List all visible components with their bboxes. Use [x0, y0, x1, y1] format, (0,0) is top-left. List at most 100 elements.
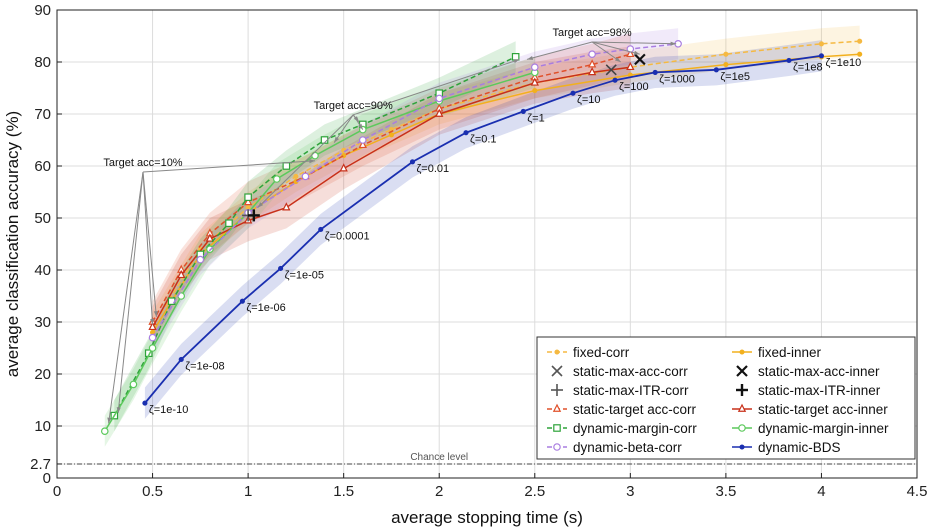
x-tick-label: 2.5: [524, 483, 545, 500]
bds-label-11: ζ=1e5: [720, 71, 750, 83]
series-line-6: [151, 43, 679, 338]
axes: 0 0.5 1 1.5 2 2.5 3 3.5 4 4.5 02.7 10 20 30 40 50 60 70 80…: [3, 2, 927, 527]
x-tick-label: 4.5: [907, 483, 928, 500]
legend-box: [536, 336, 916, 460]
bds-label-0: ζ=1e-10: [149, 404, 188, 416]
annotation-arrowhead-0-4: [309, 159, 315, 164]
band-4: [114, 41, 516, 432]
data-point-7-5: [409, 159, 416, 165]
legend-entry-1: fixed-inner: [732, 345, 822, 360]
annotation-arrow-2-2: [591, 41, 641, 55]
legend-label-4: static-max-ITR-corr: [573, 383, 689, 398]
data-point-1-11: [857, 51, 863, 57]
annotation-arrowhead-1-2: [357, 123, 363, 130]
y-axis-label: average classification accuracy (%): [3, 111, 22, 377]
legend-entry-10: dynamic-beta-corr: [547, 440, 682, 455]
x-tick-label: 1: [244, 483, 252, 500]
data-point-3-9: [626, 61, 635, 71]
annotation-arrow-1-4: [353, 58, 520, 116]
annotation-arrowhead-1-0: [257, 202, 264, 208]
band-6: [152, 28, 679, 354]
legend-swatch-marker-9: [738, 424, 746, 432]
y-tick-label: 70: [34, 106, 51, 123]
legend-label-2: static-max-acc-corr: [573, 364, 688, 379]
annotation-arrow-0-4: [142, 160, 316, 173]
legend-label-11: dynamic-BDS: [758, 440, 841, 455]
plot-frame: [56, 9, 918, 479]
legend-entry-0: fixed-corr: [547, 345, 630, 360]
bds-label-7: ζ=1: [527, 112, 544, 124]
legend-label-0: fixed-corr: [573, 345, 630, 360]
data-point-4-5: [244, 193, 252, 202]
data-point-0-9: [723, 51, 729, 57]
bds-label-13: ζ=1e10: [825, 57, 861, 69]
x-tick-label: 0.5: [142, 483, 163, 500]
target-annotations: Target acc=10% Target acc=90% Target acc=9…: [103, 27, 677, 424]
single-marker-0: [605, 64, 617, 76]
legend-entry-7: static-target acc-inner: [732, 402, 888, 417]
legend-swatch-marker-11: [739, 444, 745, 450]
data-point-6-0: [148, 333, 157, 342]
bds-label-10: ζ=1000: [659, 73, 695, 85]
bds-label-5: ζ=0.01: [416, 163, 449, 175]
bds-label-4: ζ=0.0001: [325, 230, 370, 242]
annotation-arrowhead-1-1: [334, 136, 339, 143]
x-tick-label: 1.5: [333, 483, 354, 500]
data-point-3-6: [435, 108, 444, 117]
series-line-0: [151, 40, 860, 328]
legend-label-10: dynamic-beta-corr: [573, 440, 682, 455]
data-point-3-5: [339, 163, 348, 172]
annotation-arrow-0-2: [142, 171, 154, 325]
annotation-label-2: Target acc=98%: [553, 27, 632, 39]
y-tick-label: 10: [34, 418, 51, 435]
legend-swatch-marker-10: [553, 443, 561, 451]
annotation-arrowhead-2-1: [614, 57, 621, 62]
series-line-3: [151, 66, 631, 328]
legend-label-1: fixed-inner: [758, 345, 822, 360]
annotation-arrow-1-0: [257, 114, 354, 208]
annotation-arrow-2-1: [591, 41, 622, 63]
data-point-6-5: [435, 94, 444, 103]
data-point-3-2: [205, 233, 215, 242]
annotation-arrowhead-0-0: [107, 417, 112, 424]
data-point-3-8: [587, 67, 597, 76]
data-point-1-5: [388, 132, 395, 138]
data-point-1-9: [723, 62, 729, 68]
data-point-1-0: [149, 329, 156, 335]
data-point-5-1: [129, 380, 138, 389]
legend-swatch-marker-4: [551, 384, 563, 396]
data-point-4-10: [511, 52, 520, 61]
legend-label-3: static-max-acc-inner: [758, 364, 880, 379]
y-tick-label: 80: [34, 54, 51, 71]
data-point-3-4: [282, 202, 291, 211]
data-point-7-0: [142, 400, 148, 406]
legend-label-7: static-target acc-inner: [758, 402, 888, 417]
band-2: [152, 33, 631, 343]
data-point-7-8: [570, 90, 576, 96]
legend-label-6: static-target acc-corr: [573, 402, 697, 417]
legend-entry-3: static-max-acc-inner: [736, 364, 880, 379]
annotation-arrowhead-2-0: [527, 55, 534, 60]
band-5: [104, 56, 535, 447]
data-point-0-10: [818, 41, 825, 47]
series-lines: [100, 38, 863, 436]
chance-level-label: Chance level: [410, 452, 468, 463]
legend-swatch-marker-7: [737, 403, 747, 412]
series-line-2: [151, 53, 631, 323]
data-point-5-0: [100, 427, 109, 436]
legend-swatch-marker-5: [736, 384, 748, 396]
data-point-6-6: [530, 63, 539, 71]
legend-entry-2: static-max-acc-corr: [551, 364, 688, 379]
data-point-4-4: [225, 219, 233, 228]
legend-label-8: dynamic-margin-corr: [573, 421, 697, 436]
data-point-5-2: [148, 344, 157, 352]
data-point-5-6: [272, 175, 281, 183]
bds-label-6: ζ=0.1: [470, 134, 497, 146]
legend-entry-6: static-target acc-corr: [547, 402, 697, 417]
annotation-arrow-0-0: [108, 171, 144, 424]
data-point-3-1: [177, 269, 186, 279]
annotation-arrow-2-0: [527, 41, 593, 60]
single-marker-3: [247, 209, 260, 222]
y-tick-label: 50: [34, 210, 51, 227]
series-line-7: [144, 54, 822, 404]
